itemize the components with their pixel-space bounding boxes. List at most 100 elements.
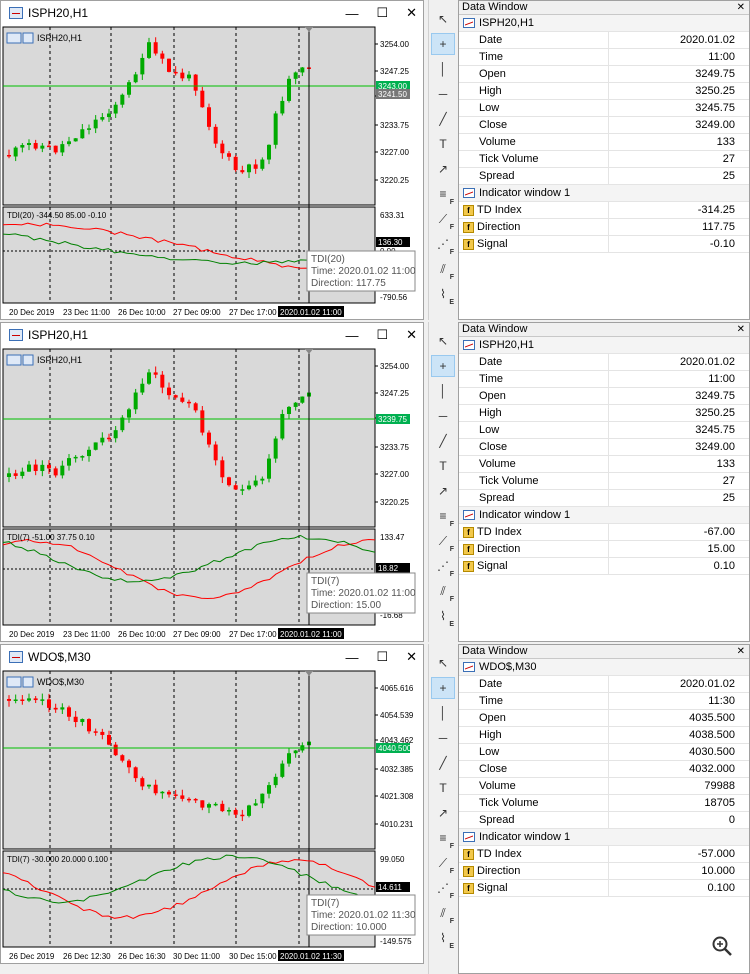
fibo-expansion-icon[interactable]: ⫽ F bbox=[440, 583, 454, 604]
chart-canvas[interactable]: WDO$,M30 4065.616 4054.539 4043.462 4032.385… bbox=[1, 669, 423, 963]
elliott-wave-icon[interactable]: ⌇ E bbox=[440, 287, 454, 306]
indicator-row-value: 15.00 bbox=[707, 543, 735, 555]
indicator-row-direction: f Direction 117.75 bbox=[459, 219, 749, 236]
indicator-axis-label: -149.575 bbox=[380, 937, 412, 946]
maximize-button[interactable]: ☐ bbox=[376, 5, 389, 20]
chart-titlebar[interactable]: ISPH20,H1 — ☐ ✕ bbox=[1, 1, 423, 25]
close-button[interactable]: ✕ bbox=[406, 5, 417, 20]
horizontal-line-icon[interactable]: ─ bbox=[438, 409, 448, 423]
data-row-value: 25 bbox=[722, 492, 735, 504]
data-window-symbol-group[interactable]: ISPH20,H1 bbox=[459, 15, 749, 32]
crosshair-icon[interactable]: + bbox=[431, 677, 455, 699]
data-row-label: Close bbox=[459, 117, 609, 133]
data-row-low: Low 3245.75 bbox=[459, 422, 749, 439]
chart-window-wdo-m30-tdi7[interactable]: WDO$,M30 — ☐ ✕ WDO$,M30 4065.616 4054.539 4… bbox=[0, 644, 424, 964]
price-axis-label: 3220.25 bbox=[380, 498, 409, 507]
price-tag-label: 4040.500 bbox=[378, 744, 412, 753]
maximize-button[interactable]: ☐ bbox=[376, 649, 389, 664]
fibo-retracement-icon[interactable]: ≡ F bbox=[439, 831, 454, 850]
fibo-arcs-icon[interactable]: ⋰ F bbox=[437, 237, 454, 256]
data-row-label: Date bbox=[459, 354, 609, 370]
data-window-symbol-group[interactable]: ISPH20,H1 bbox=[459, 337, 749, 354]
data-window-title: Data Window bbox=[462, 645, 528, 657]
text-icon[interactable]: T bbox=[439, 137, 447, 151]
chart-canvas[interactable]: ISPH20,H13254.003247.253240.503233.75322… bbox=[1, 347, 423, 641]
zoom-icon[interactable] bbox=[710, 934, 734, 958]
arrow-icon[interactable]: ↗ bbox=[437, 484, 449, 498]
arrow-icon[interactable]: ↗ bbox=[437, 806, 449, 820]
vertical-line-icon[interactable]: │ bbox=[439, 706, 447, 720]
fibo-retracement-icon[interactable]: ≡ F bbox=[439, 187, 454, 206]
data-window-close-button[interactable]: ✕ bbox=[736, 646, 745, 657]
chart-window-isph20-h1-tdi20[interactable]: ISPH20,H1 — ☐ ✕ ISPH20,H1 3254.00 3247.25 3… bbox=[0, 0, 424, 320]
horizontal-line-icon[interactable]: ─ bbox=[438, 87, 448, 101]
minimize-button[interactable]: — bbox=[345, 649, 359, 665]
chart-titlebar[interactable]: WDO$,M30 — ☐ ✕ bbox=[1, 645, 423, 669]
close-button[interactable]: ✕ bbox=[406, 327, 417, 342]
close-button[interactable]: ✕ bbox=[406, 649, 417, 664]
elliott-wave-icon[interactable]: ⌇ E bbox=[440, 609, 454, 628]
trendline-icon[interactable]: ╱ bbox=[439, 756, 447, 770]
candle-body bbox=[187, 401, 191, 404]
data-row-time: Time 11:00 bbox=[459, 49, 749, 66]
data-row-value: 0 bbox=[728, 814, 735, 826]
candle-body bbox=[180, 795, 185, 799]
vertical-line-icon[interactable]: │ bbox=[439, 62, 447, 76]
data-row-volume: Volume 133 bbox=[459, 456, 749, 473]
arrow-icon[interactable]: ↗ bbox=[437, 162, 449, 176]
td-index-line bbox=[2, 538, 376, 600]
fibo-fan-icon[interactable]: ⟋ F bbox=[438, 211, 454, 232]
text-icon[interactable]: T bbox=[439, 781, 447, 795]
chart-window-isph20-h1-tdi7[interactable]: ISPH20,H1 — ☐ ✕ ISPH20,H1 3254.00 3247.25 3… bbox=[0, 322, 424, 642]
fibo-fan-icon[interactable]: ⟋ F bbox=[438, 533, 454, 554]
trendline-icon[interactable]: ╱ bbox=[439, 112, 447, 126]
chart-titlebar[interactable]: ISPH20,H1 — ☐ ✕ bbox=[1, 323, 423, 347]
cursor-icon[interactable]: ↖ bbox=[437, 334, 449, 348]
minimize-button[interactable]: — bbox=[345, 5, 359, 21]
minimize-button[interactable]: — bbox=[345, 327, 359, 343]
data-window-symbol-group[interactable]: WDO$,M30 bbox=[459, 659, 749, 676]
fibo-expansion-icon[interactable]: ⫽ F bbox=[440, 905, 454, 926]
function-icon: f bbox=[463, 543, 474, 555]
time-cursor-tag bbox=[278, 950, 344, 961]
chart-title: ISPH20,H1 bbox=[28, 6, 89, 20]
data-window-indicator-group[interactable]: Indicator window 1 bbox=[459, 185, 749, 202]
vertical-line-icon[interactable]: │ bbox=[439, 384, 447, 398]
chart-canvas[interactable]: ISPH20,H13254.003247.253240.503233.75322… bbox=[1, 25, 423, 319]
chart-group-icon bbox=[463, 18, 475, 28]
trendline-icon[interactable]: ╱ bbox=[439, 434, 447, 448]
horizontal-line-icon[interactable]: ─ bbox=[438, 731, 448, 745]
fibo-retracement-icon[interactable]: ≡ F bbox=[439, 509, 454, 528]
data-window-title: Data Window bbox=[462, 323, 528, 335]
data-window-close-button[interactable]: ✕ bbox=[736, 324, 745, 335]
data-row-label: Spread bbox=[459, 812, 609, 828]
indicator-row-label: f Direction bbox=[459, 863, 609, 879]
candle-body bbox=[247, 485, 251, 490]
fibo-arcs-icon[interactable]: ⋰ F bbox=[437, 559, 454, 578]
price-tag bbox=[376, 743, 410, 753]
time-axis-label: 20 Dec 2019 bbox=[9, 308, 55, 317]
fibo-expansion-icon[interactable]: ⫽ F bbox=[440, 261, 454, 282]
candle-body bbox=[207, 107, 211, 127]
time-axis-label: 26 Dec 16:30 bbox=[118, 952, 166, 961]
time-axis-label: 27 Dec 09:00 bbox=[173, 630, 221, 639]
data-window-indicator-group[interactable]: Indicator window 1 bbox=[459, 507, 749, 524]
crosshair-icon[interactable]: + bbox=[431, 355, 455, 377]
candle-body bbox=[187, 798, 191, 801]
price-axis-label: 4065.616 bbox=[380, 684, 414, 693]
data-window-indicator-group[interactable]: Indicator window 1 bbox=[459, 829, 749, 846]
cursor-icon[interactable]: ↖ bbox=[437, 656, 449, 670]
indicator-row-value: 10.000 bbox=[701, 865, 735, 877]
cursor-icon[interactable]: ↖ bbox=[437, 12, 449, 26]
tooltip-line: Time: 2020.01.02 11:00 bbox=[311, 588, 416, 599]
elliott-wave-icon[interactable]: ⌇ E bbox=[440, 931, 454, 950]
data-window-close-button[interactable]: ✕ bbox=[736, 2, 745, 13]
data-row-label: Open bbox=[459, 66, 609, 82]
data-row-tick-volume: Tick Volume 18705 bbox=[459, 795, 749, 812]
candle-body bbox=[93, 119, 98, 129]
text-icon[interactable]: T bbox=[439, 459, 447, 473]
maximize-button[interactable]: ☐ bbox=[376, 327, 389, 342]
fibo-arcs-icon[interactable]: ⋰ F bbox=[437, 881, 454, 900]
fibo-fan-icon[interactable]: ⟋ F bbox=[438, 855, 454, 876]
crosshair-icon[interactable]: + bbox=[431, 33, 455, 55]
